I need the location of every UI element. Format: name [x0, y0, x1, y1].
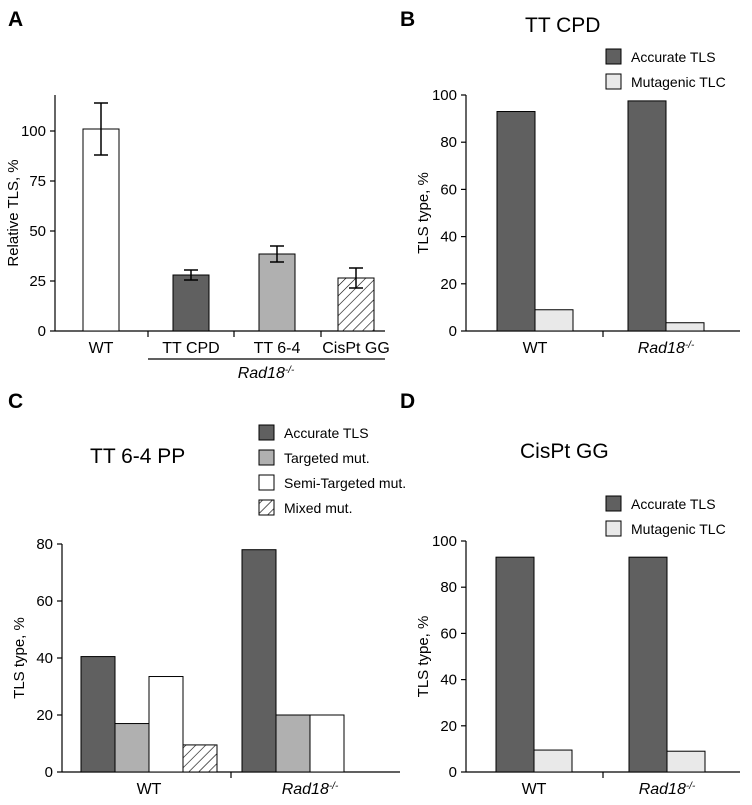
legend-label: Accurate TLS: [631, 49, 716, 65]
bar: [665, 322, 705, 332]
y-tick-label: 20: [440, 276, 457, 293]
x-tick-label: Rad18-/-: [638, 340, 695, 358]
legend-swatch: [605, 495, 622, 512]
legend-label: Semi-Targeted mut.: [284, 475, 406, 491]
y-tick-label: 100: [21, 123, 46, 140]
y-tick-label: 20: [36, 707, 53, 724]
legend-label: Mutagenic TLC: [631, 74, 726, 90]
bar: [80, 656, 116, 773]
bar: [627, 100, 667, 332]
bar: [309, 714, 345, 773]
y-tick-label: 80: [440, 134, 457, 151]
bar: [172, 274, 210, 332]
legend-swatch: [258, 424, 275, 441]
x-tick-label: WT: [522, 781, 547, 798]
legend-label: Accurate TLS: [631, 496, 716, 512]
bar: [628, 556, 668, 773]
group-label: Rad18-/-: [238, 365, 295, 383]
bar: [182, 744, 218, 773]
legend-swatch: [258, 449, 275, 466]
y-tick-label: 0: [449, 764, 457, 781]
chart-a: 0 25 50 75 100 WT TT CPD TT 6-4 CisPt GG Rad18-/-…: [5, 95, 390, 382]
legend-label: Mutagenic TLC: [631, 521, 726, 537]
y-tick-label: 100: [432, 87, 457, 104]
y-tick-label: 80: [36, 536, 53, 553]
legend-swatch: [605, 73, 622, 90]
y-tick-label: 75: [29, 173, 46, 190]
y-tick-label: 0: [449, 323, 457, 340]
bar: [534, 309, 574, 332]
bar: [533, 749, 573, 773]
legend-label: Accurate TLS: [284, 425, 369, 441]
y-tick-label: 60: [440, 181, 457, 198]
chart-c: 0 20 40 60 80 WT Rad18-/- TLS type, % Accurate T…: [11, 424, 406, 799]
bar: [114, 723, 150, 773]
chart-b: 0 20 40 60 80 100 WT Rad18-/- TLS type, % Accurat…: [415, 48, 740, 358]
y-tick-label: 40: [440, 672, 457, 689]
legend-swatch: [258, 499, 275, 516]
panel-a-label: A: [8, 8, 23, 31]
y-tick-label: 0: [38, 323, 46, 340]
legend-swatch: [258, 474, 275, 491]
y-tick-label: 80: [440, 579, 457, 596]
bar: [148, 676, 184, 773]
bar: [666, 750, 706, 773]
bar: [496, 111, 536, 332]
x-tick-label: CisPt GG: [322, 340, 390, 357]
y-axis-label: Relative TLS, %: [5, 159, 22, 266]
x-tick-label: WT: [523, 340, 548, 357]
y-axis-label: TLS type, %: [11, 617, 28, 699]
y-tick-label: 60: [36, 593, 53, 610]
y-tick-label: 100: [432, 533, 457, 550]
panel-b-title: TT CPD: [525, 14, 600, 37]
y-axis-label: TLS type, %: [415, 172, 432, 254]
y-tick-label: 50: [29, 223, 46, 240]
panel-d-title: CisPt GG: [520, 440, 609, 463]
x-tick-label: WT: [137, 781, 162, 798]
y-tick-label: 25: [29, 273, 46, 290]
panel-c-title: TT 6-4 PP: [90, 445, 185, 468]
y-axis-label: TLS type, %: [415, 616, 432, 698]
panel-c-label: C: [8, 390, 23, 413]
chart-d: 0 20 40 60 80 100 WT Rad18-/- TLS type, % Accurat…: [415, 495, 740, 799]
y-tick-label: 0: [45, 764, 53, 781]
panel-d-label: D: [400, 390, 415, 413]
x-tick-label: Rad18-/-: [639, 781, 696, 799]
y-tick-label: 60: [440, 625, 457, 642]
bar: [258, 253, 296, 332]
x-tick-label: Rad18-/-: [282, 781, 339, 799]
x-tick-label: WT: [89, 340, 114, 357]
x-tick-label: TT 6-4: [254, 340, 301, 357]
bar: [495, 556, 535, 773]
y-tick-label: 40: [36, 650, 53, 667]
bar: [241, 549, 277, 773]
y-tick-label: 40: [440, 229, 457, 246]
legend-label: Targeted mut.: [284, 450, 370, 466]
legend-label: Mixed mut.: [284, 500, 352, 516]
legend-swatch: [605, 520, 622, 537]
panel-b-label: B: [400, 8, 415, 31]
bar: [82, 128, 120, 332]
x-tick-label: TT CPD: [162, 340, 219, 357]
bar: [275, 714, 311, 773]
y-tick-label: 20: [440, 718, 457, 735]
legend-swatch: [605, 48, 622, 65]
